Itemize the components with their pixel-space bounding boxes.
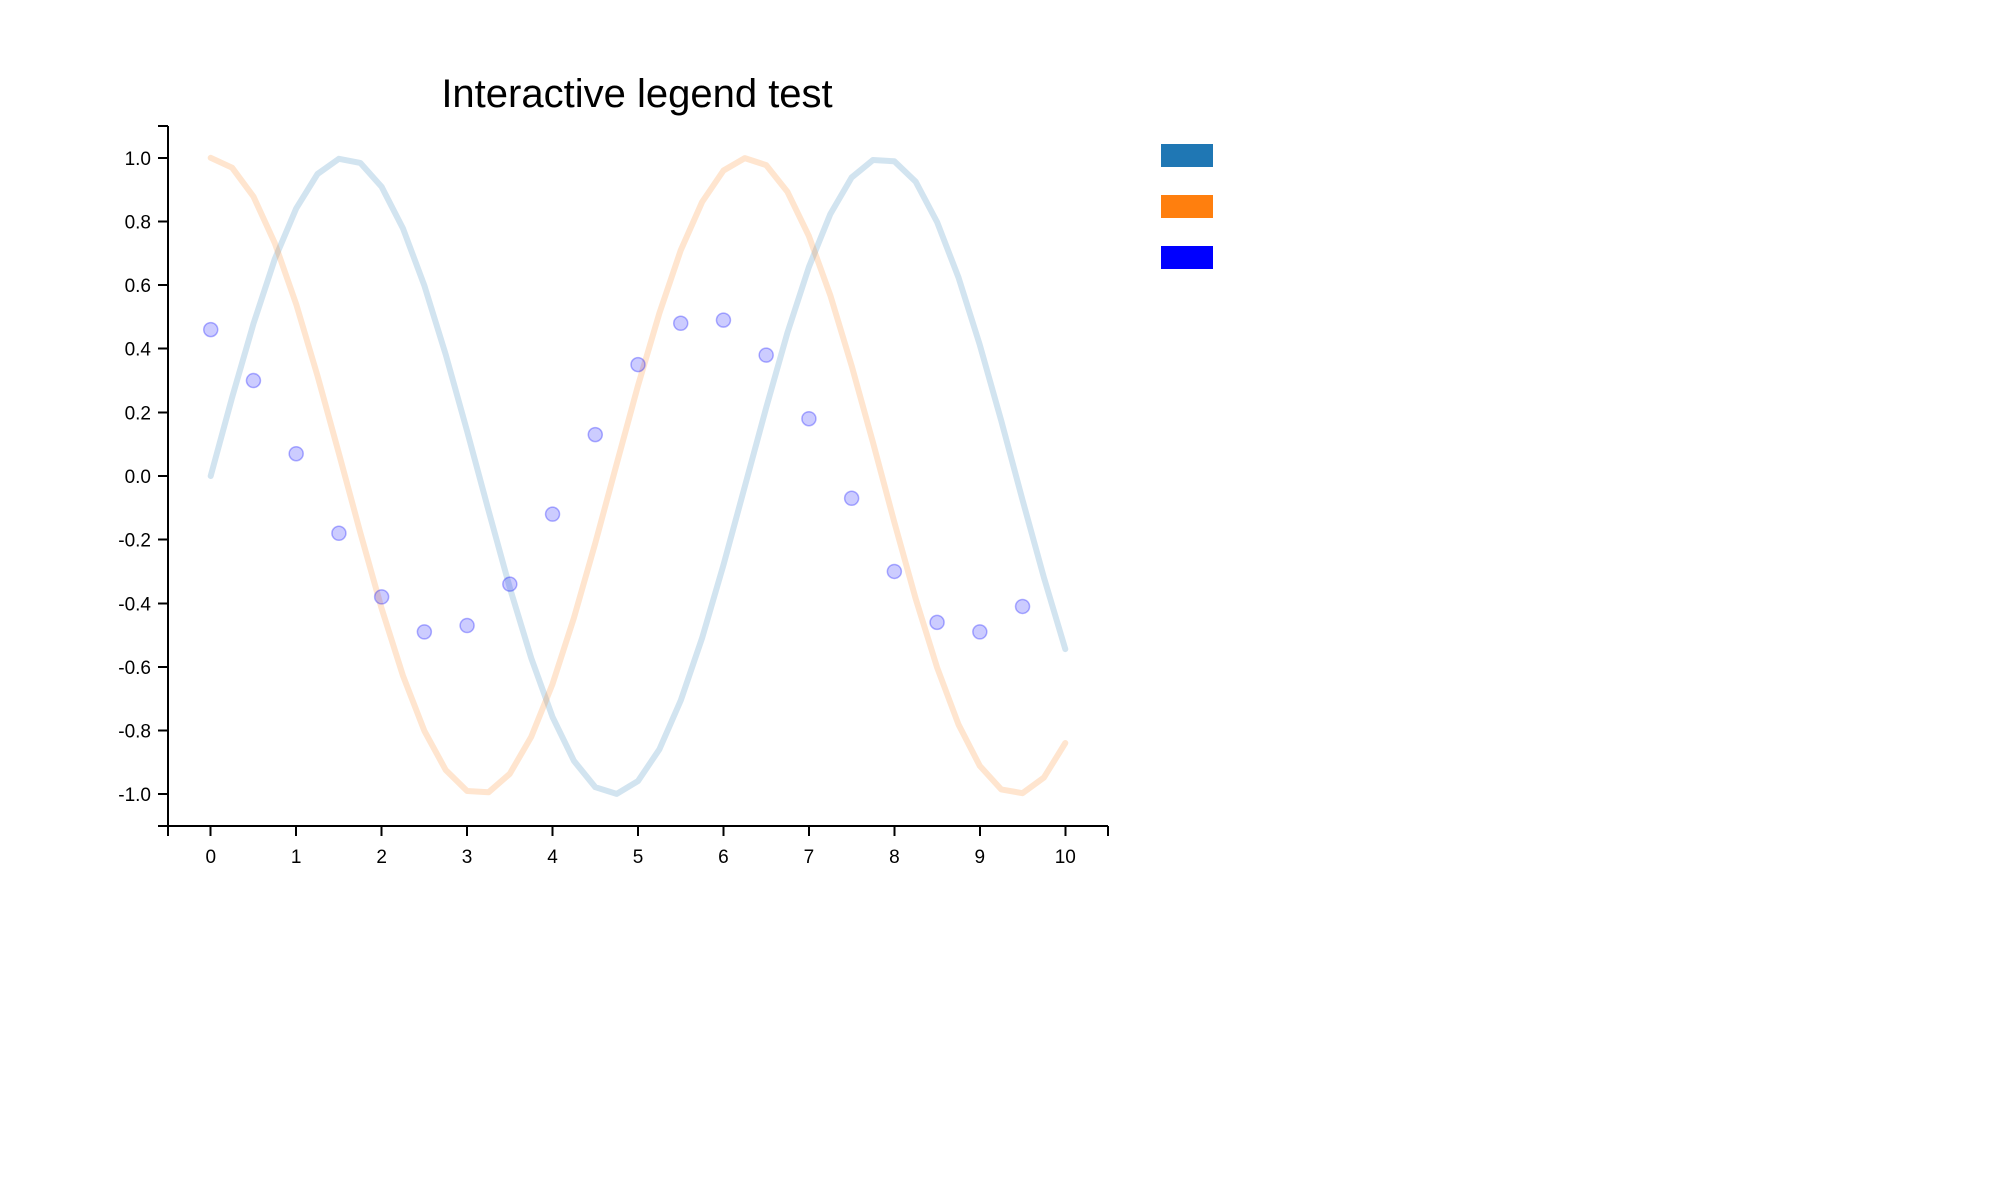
scatter-point [758,347,774,363]
x-tick-label: 1 [291,847,302,868]
scatter-point [502,576,518,592]
y-tick-label: -0.6 [118,658,151,679]
scatter-point [672,315,689,332]
y-tick-label: -0.2 [118,531,151,552]
scatter-point [843,490,860,507]
y-tick-label: 0.4 [125,340,152,361]
scatter-point [245,372,262,389]
y-tick-label: 1.0 [125,149,151,170]
y-tick-label: 0.2 [125,403,151,424]
y-tick-label: -0.4 [118,594,151,615]
x-tick-label: 9 [975,847,986,868]
x-tick-label: 8 [889,847,900,868]
chart-title: Interactive legend test [441,72,832,116]
scatter-point [1014,598,1031,615]
legend-swatch-series-3[interactable] [1161,246,1213,269]
y-tick-label: -0.8 [118,722,151,743]
x-tick-label: 6 [718,847,729,868]
series-1 [207,155,1069,797]
series-2 [207,154,1069,797]
y-tick-label: 0.0 [125,467,151,488]
y-tick-label: 0.8 [125,212,151,233]
scatter-point [373,589,390,605]
scatter-point [972,624,988,640]
x-tick-label: 10 [1055,847,1076,868]
legend-swatch-series-2[interactable] [1161,195,1213,218]
x-tick-label: 0 [205,847,216,868]
scatter-point [587,426,604,443]
y-tick-label: 0.6 [125,276,151,297]
plot-area [202,154,1069,797]
scatter-point [630,356,646,373]
series-3 [202,312,1031,640]
series-line [207,154,1069,797]
scatter-point [801,410,817,427]
scatter-point [416,624,433,640]
x-tick-label: 7 [804,847,815,868]
scatter-point [288,445,304,462]
x-tick-label: 5 [633,847,644,868]
scatter-point [202,321,219,338]
scatter-point [886,563,903,580]
y-tick-label: -1.0 [118,785,151,806]
x-tick-label: 4 [547,847,558,868]
scatter-point [331,525,347,542]
scatter-point [459,617,475,634]
x-tick-label: 3 [462,847,473,868]
series-line [207,155,1069,797]
x-tick-label: 2 [376,847,387,868]
legend [1161,144,1213,269]
scatter-point [715,312,732,328]
legend-swatch-series-1[interactable] [1161,144,1213,167]
scatter-point [544,506,561,522]
scatter-point [929,614,945,631]
axes: 1.0 0.8 0.6 0.4 0.2 0.0 -0.2 -0.4 -0.6 -0.8 -1.0 0 1… [118,125,1109,868]
